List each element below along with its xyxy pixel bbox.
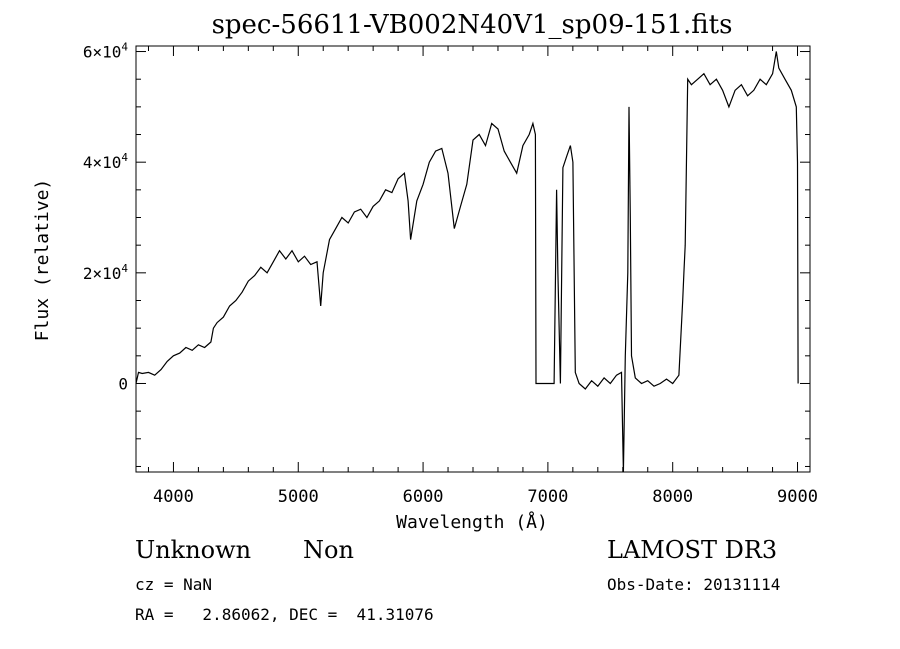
x-tick-label: 4000 — [153, 487, 194, 507]
plot-frame — [135, 45, 811, 473]
y-tick-label: 0 — [118, 374, 128, 393]
y-tick-label: 6×104 — [83, 41, 129, 62]
x-tick-label: 5000 — [278, 487, 319, 507]
object-class: Unknown — [135, 536, 252, 564]
x-tick-label: 6000 — [403, 487, 444, 507]
chart-title: spec-56611-VB002N40V1_sp09-151.fits — [212, 10, 733, 40]
y-tick-label: 2×104 — [83, 262, 129, 283]
x-tick-label: 7000 — [527, 487, 568, 507]
x-tick-label: 8000 — [652, 487, 693, 507]
x-axis-label: Wavelength (Å) — [396, 511, 548, 533]
survey-label: LAMOST DR3 — [607, 536, 778, 564]
spectrum-line — [135, 51, 799, 473]
x-tick-label: 9000 — [777, 487, 818, 507]
y-axis-ticks: 0 2×104 4×104 6×104 — [83, 41, 810, 467]
object-subclass: Non — [303, 536, 354, 564]
obs-date: Obs-Date: 20131114 — [607, 575, 781, 594]
x-axis-ticks: 4000 5000 6000 7000 8000 9000 — [147, 46, 818, 507]
y-axis-label: Flux (relative) — [32, 179, 53, 342]
plot-border — [135, 45, 811, 473]
y-tick-label: 4×104 — [83, 151, 129, 172]
redshift-readout: cz = NaN — [135, 575, 213, 594]
coordinates-readout: RA = 2.86062, DEC = 41.31076 — [135, 605, 434, 624]
